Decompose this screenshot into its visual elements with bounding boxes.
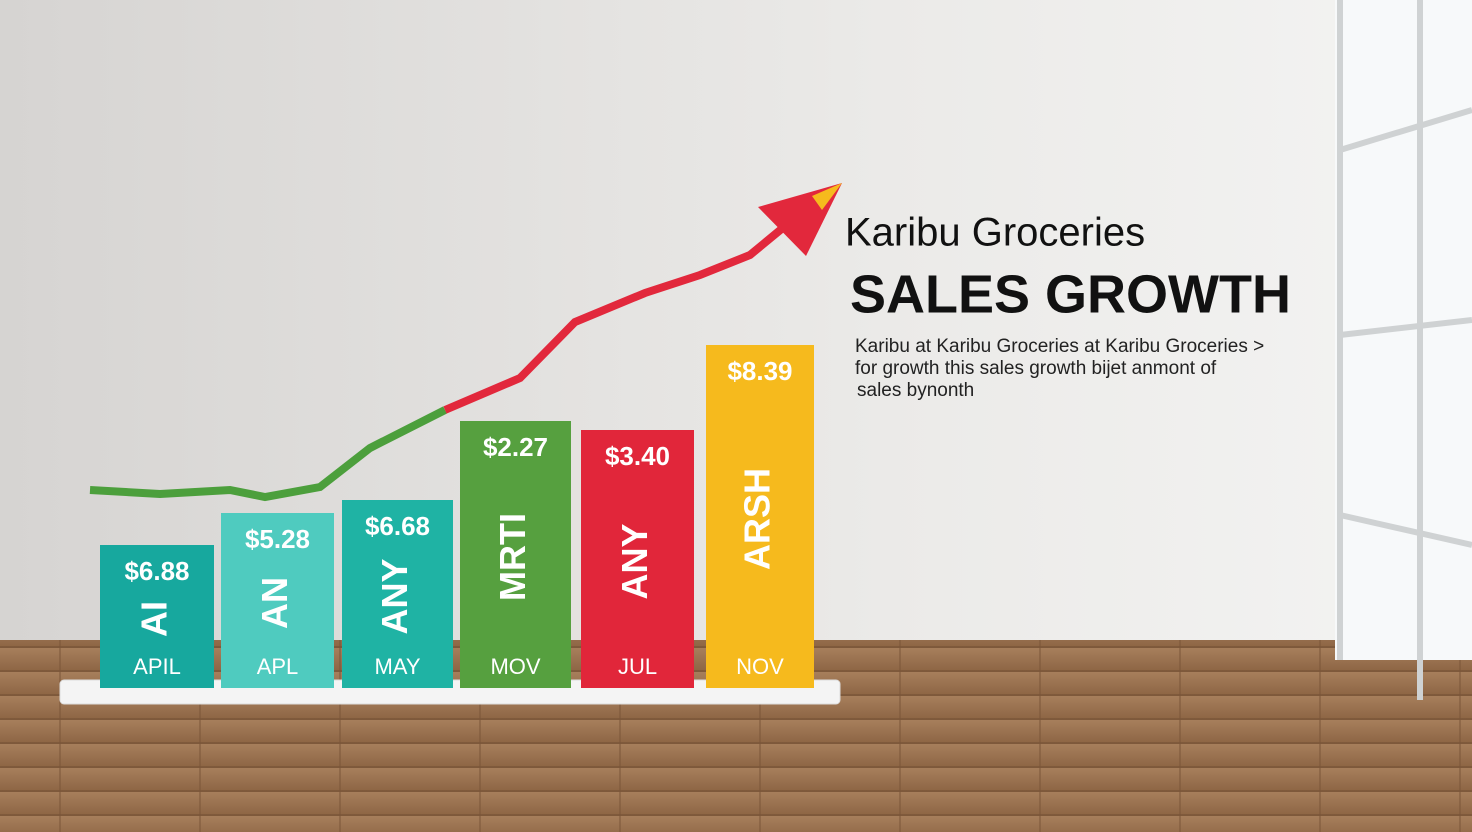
description-line: for growth this sales growth bijet anmon… [855, 358, 1217, 379]
bar-amount: $6.88 [124, 556, 189, 586]
bar-month: NOV [736, 654, 784, 679]
trend-line-red [443, 218, 793, 414]
bar-month: MOV [490, 654, 540, 679]
description-line: sales bynonth [857, 380, 974, 401]
bar-amount: $5.28 [245, 524, 310, 554]
bar-month: JUL [618, 654, 657, 679]
trend-arrow-tip [812, 183, 842, 210]
window [1335, 0, 1472, 700]
bar-group: $6.88 AI APIL $5.28 AN APL $6.68 ANY MAY $2.27 MRT… [100, 345, 814, 688]
bar-month: MAY [374, 654, 420, 679]
bar-word: AI [134, 601, 175, 637]
bar-amount: $8.39 [727, 356, 792, 386]
bar [100, 545, 214, 688]
bar [342, 500, 453, 688]
bar-word: ANY [374, 558, 415, 634]
brand-title: Karibu Groceries [845, 211, 1145, 255]
bar-amount: $3.40 [605, 441, 670, 471]
bar [706, 345, 814, 688]
bar [221, 513, 334, 688]
bar-word: AN [254, 577, 295, 629]
bar-word: ANY [614, 523, 655, 599]
bar-amount: $2.27 [483, 432, 548, 462]
headline: SALES GROWTH [850, 264, 1291, 324]
bar-word: MRTI [492, 513, 533, 601]
bar [460, 421, 571, 688]
bar-month: APIL [133, 654, 181, 679]
description-line: Karibu at Karibu Groceries at Karibu Gro… [855, 336, 1264, 357]
bar-month: APL [257, 654, 299, 679]
bar-word: ARSH [737, 468, 778, 570]
bar-amount: $6.68 [365, 511, 430, 541]
trend-line-green [89, 406, 447, 502]
bar [581, 430, 694, 688]
